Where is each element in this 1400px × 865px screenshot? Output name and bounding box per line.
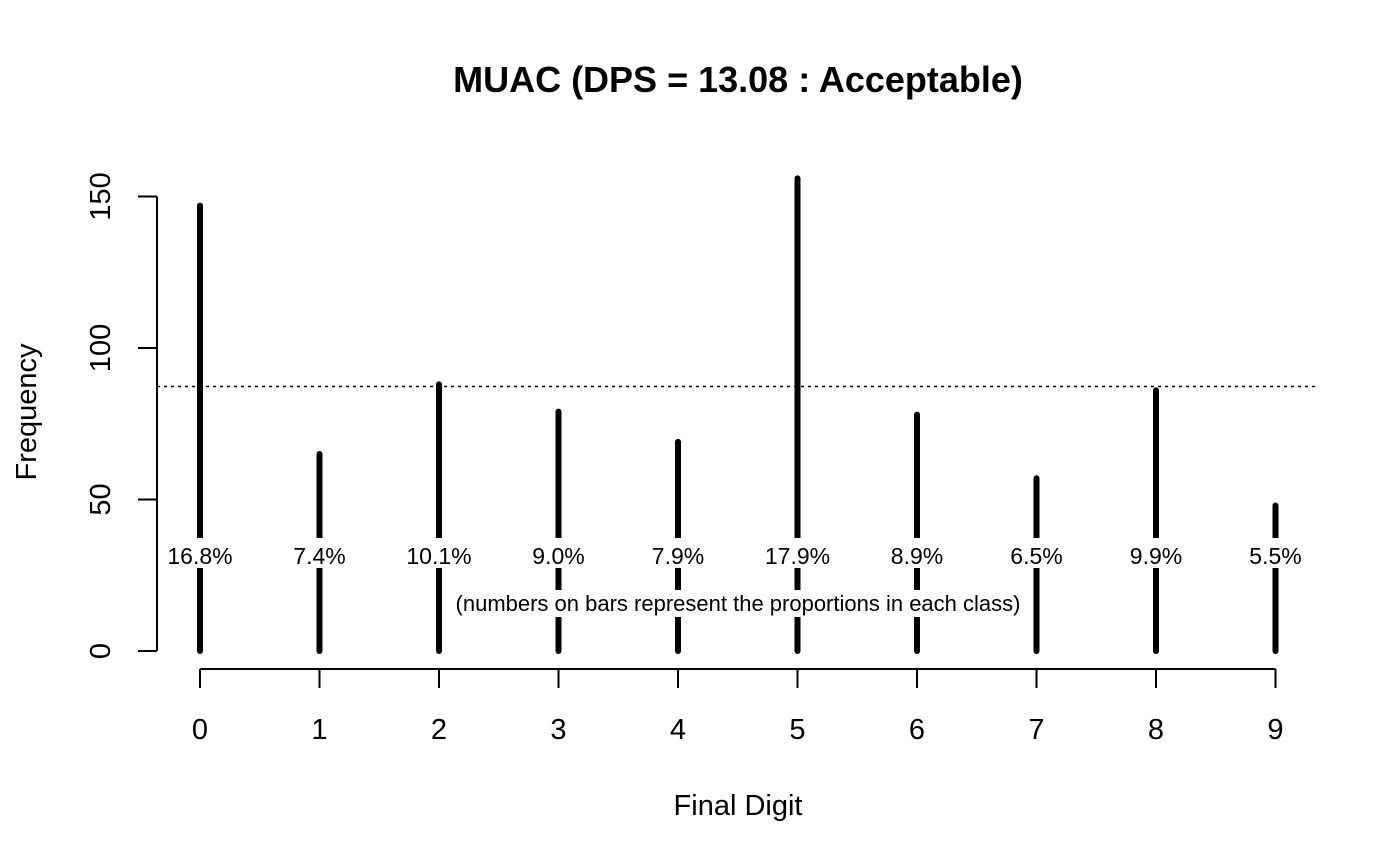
- x-axis: 0 1 2 3 4 5 6 7 8 9: [192, 668, 1284, 746]
- bar-label: 7.4%: [293, 543, 345, 569]
- y-tick-label: 50: [85, 483, 117, 515]
- bar-label: 8.9%: [891, 543, 943, 569]
- x-axis-label: Final Digit: [674, 790, 803, 822]
- bar-labels: 16.8% 7.4% 10.1% 9.0% 7.9% 17.9% 8.9% 6.5% 9.9% 5…: [167, 538, 1302, 569]
- x-tick-label: 2: [431, 714, 447, 746]
- y-tick-label: 150: [85, 172, 117, 220]
- bar-label-background: [666, 538, 690, 568]
- x-tick-label: 1: [311, 714, 327, 746]
- bar-label: 9.9%: [1130, 543, 1182, 569]
- bar-label-background: [785, 538, 810, 568]
- x-tick-label: 5: [789, 714, 805, 746]
- bar-label: 7.9%: [652, 543, 704, 569]
- bar-label: 10.1%: [406, 543, 471, 569]
- bar-label: 16.8%: [167, 543, 232, 569]
- bar-label-background: [1144, 538, 1168, 568]
- y-axis-label: Frequency: [11, 343, 43, 481]
- chart-annotation: (numbers on bars represent the proportio…: [456, 591, 1021, 616]
- y-tick-label: 100: [85, 324, 117, 372]
- x-tick-label: 4: [670, 714, 686, 746]
- x-tick-label: 0: [192, 714, 208, 746]
- bar-label: 6.5%: [1010, 543, 1062, 569]
- bar-label: 17.9%: [765, 543, 830, 569]
- bar-label-background: [1024, 538, 1049, 568]
- y-tick-label: 0: [85, 643, 117, 659]
- bar-label-background: [188, 538, 212, 568]
- chart-title: MUAC (DPS = 13.08 : Acceptable): [453, 59, 1023, 100]
- bar-label-background: [1263, 538, 1288, 568]
- x-tick-label: 8: [1148, 714, 1164, 746]
- bar-label-background: [427, 538, 451, 568]
- annotation-background: [453, 590, 1023, 617]
- x-tick-label: 6: [909, 714, 925, 746]
- bar-label-background: [546, 538, 571, 568]
- x-tick-label: 7: [1028, 714, 1044, 746]
- bar-label-background: [307, 538, 332, 568]
- x-tick-label: 9: [1267, 714, 1283, 746]
- bar-label: 9.0%: [532, 543, 584, 569]
- bars: [197, 175, 1279, 654]
- bar-label-background: [905, 538, 929, 568]
- bar-label: 5.5%: [1249, 543, 1301, 569]
- y-axis: 0 50 100 150: [85, 172, 158, 659]
- x-tick-label: 3: [550, 714, 566, 746]
